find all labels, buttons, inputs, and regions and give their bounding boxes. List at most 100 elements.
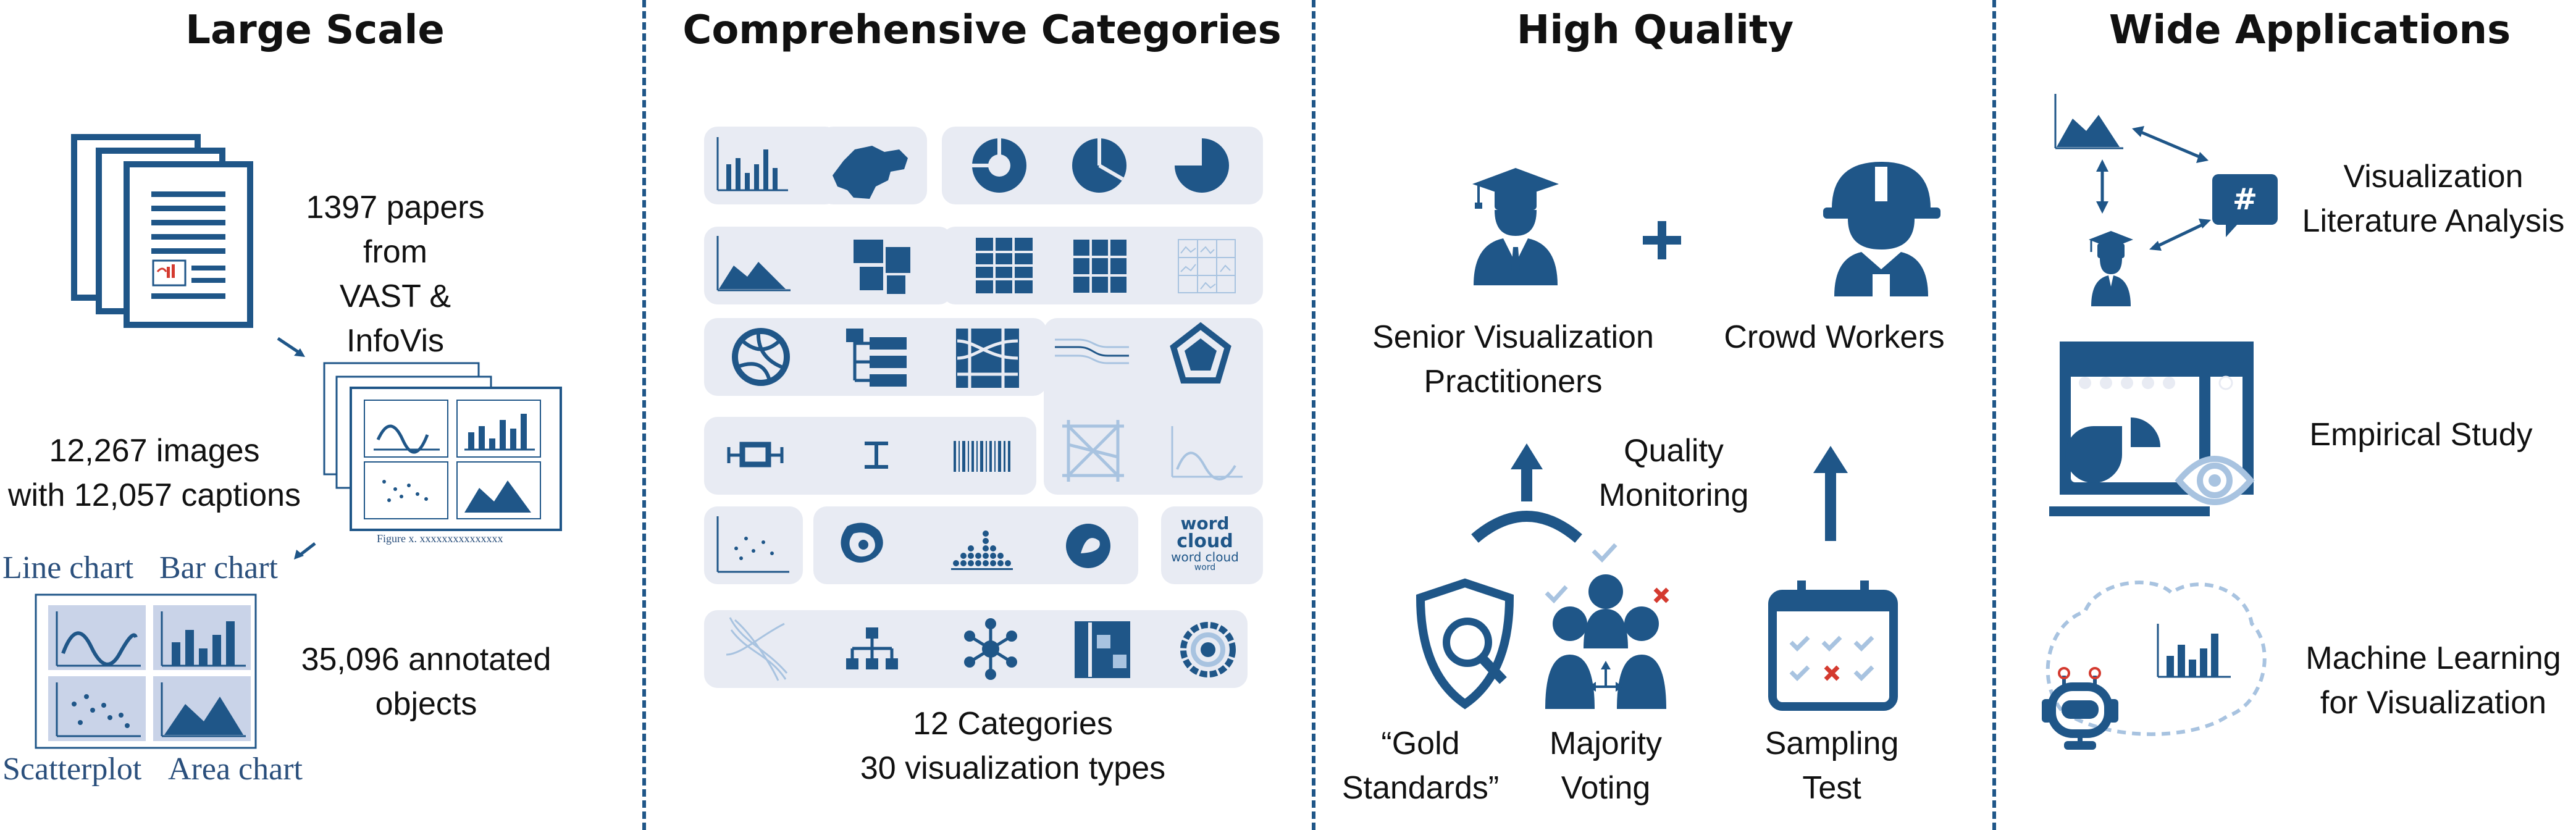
types-count: 30 visualization types xyxy=(860,750,1166,786)
sunburst-icon xyxy=(1180,622,1236,677)
radar-chart-icon xyxy=(1170,322,1231,384)
images-line2: with 12,057 captions xyxy=(7,477,301,513)
flow-map-icon xyxy=(726,617,788,681)
images-line1: 12,267 images xyxy=(49,433,260,469)
crowd-worker-icon xyxy=(1823,162,1940,296)
paper-stack-icon xyxy=(71,134,253,328)
merge-arrow-icon xyxy=(1471,443,1582,543)
word-cloud-word: word cloud xyxy=(1171,550,1239,564)
storyline-icon xyxy=(956,329,1019,388)
scatterplot-icon xyxy=(716,516,789,573)
word-cloud-word: word xyxy=(1194,563,1216,572)
bar-chart-label: Bar chart xyxy=(159,550,279,585)
app1-line2: Literature Analysis xyxy=(2302,203,2565,239)
error-bar-icon xyxy=(865,442,888,469)
app1-line1: Visualization xyxy=(2343,159,2524,195)
app3-line1: Machine Learning xyxy=(2305,640,2561,676)
gold-line1: “Gold xyxy=(1381,726,1460,761)
annotated-text: 35,096 annotated objects xyxy=(290,637,562,726)
area-chart-icon xyxy=(716,236,791,291)
crowd-workers-text: Crowd Workers xyxy=(1724,319,1945,355)
gold-line2: Standards” xyxy=(1341,770,1500,806)
categories-title: Comprehensive Categories xyxy=(682,7,1282,53)
hash-icon: # xyxy=(2232,182,2258,217)
chart-types-panel xyxy=(35,593,257,749)
sampling-test-text: Sampling Test xyxy=(1739,721,1924,810)
contour-icon xyxy=(841,522,883,563)
empirical-study-monitor-icon xyxy=(2049,342,2254,516)
majority-line2: Voting xyxy=(1561,770,1651,806)
table-icon xyxy=(976,238,1033,293)
senior-practitioners-text: Senior Visualization Practitioners xyxy=(1371,315,1655,404)
large-scale-title: Large Scale xyxy=(185,7,445,53)
categories-count: 12 Categories xyxy=(913,706,1113,742)
word-cloud-word: word xyxy=(1180,513,1230,534)
voting-group-icon xyxy=(1545,574,1666,709)
majority-line1: Majority xyxy=(1549,726,1663,761)
chord-diagram-icon xyxy=(732,328,790,386)
word-cloud-icon: word cloud word cloud word xyxy=(1159,515,1251,572)
gold-standards-text: “Gold Standards” xyxy=(1328,721,1513,810)
app3-line2: for Visualization xyxy=(2320,685,2547,721)
senior-line2: Practitioners xyxy=(1424,364,1603,400)
bar-chart-icon xyxy=(716,137,788,191)
literature-analysis-icon xyxy=(2054,94,2278,306)
hierarchy-icon xyxy=(846,627,898,669)
quality-illustration xyxy=(1416,162,1940,711)
check-icon xyxy=(1545,585,1568,604)
calendar-icon xyxy=(1768,581,1898,711)
quality-title: High Quality xyxy=(1516,7,1794,53)
shield-search-icon xyxy=(1416,578,1514,710)
quality-monitoring-text: Quality Monitoring xyxy=(1581,429,1766,518)
categories-illustration xyxy=(704,127,1263,688)
sampling-line2: Test xyxy=(1802,770,1861,806)
monitoring-line1: Quality xyxy=(1624,433,1724,469)
figure-caption: Figure x. xxxxxxxxxxxxxxx xyxy=(377,532,503,545)
ml-cloud-icon xyxy=(2045,581,2267,736)
large-scale-illustration xyxy=(35,134,562,749)
line-chart-icon xyxy=(1171,426,1243,480)
sampling-line1: Sampling xyxy=(1764,726,1899,761)
empirical-study-text: Empirical Study xyxy=(2309,417,2533,453)
monitoring-line2: Monitoring xyxy=(1598,477,1749,513)
section-divider xyxy=(1992,0,1996,830)
small-multiples-icon xyxy=(1178,239,1236,293)
area-chart-label: Area chart xyxy=(168,752,303,787)
category-panels xyxy=(704,127,1263,688)
barcode-icon xyxy=(954,441,1010,472)
papers-line2: VAST & InfoVis xyxy=(339,279,451,359)
papers-line1: 1397 papers from xyxy=(306,190,485,270)
pie-chart-icon xyxy=(1175,138,1229,193)
line-chart-label: Line chart xyxy=(2,550,134,585)
section-divider xyxy=(1312,0,1315,830)
annotated-line1: 35,096 annotated xyxy=(301,642,552,677)
arrow-icon xyxy=(298,542,316,557)
majority-voting-text: Majority Voting xyxy=(1513,721,1698,810)
ml-for-vis-text: Machine Learning for Visualization xyxy=(2285,636,2576,725)
literature-analysis-text: Visualization Literature Analysis xyxy=(2285,154,2576,243)
matrix-icon xyxy=(1075,621,1130,678)
categories-summary: 12 Categories 30 visualization types xyxy=(766,702,1260,790)
sankey-icon xyxy=(1055,338,1129,364)
cross-icon xyxy=(1653,587,1669,603)
pie-chart-icon xyxy=(1072,138,1126,193)
senior-line1: Senior Visualization xyxy=(1372,319,1654,355)
network-icon xyxy=(964,618,1017,680)
map-icon xyxy=(833,146,908,199)
eye-icon xyxy=(2175,456,2255,505)
section-divider xyxy=(642,0,646,830)
annotated-line2: objects xyxy=(375,686,477,722)
graduate-icon xyxy=(1472,168,1559,285)
robot-icon xyxy=(2042,667,2118,750)
grid-icon xyxy=(1073,240,1126,293)
word-cloud-word: cloud xyxy=(1177,530,1233,552)
figure-stack-icon xyxy=(323,362,562,531)
arrow-icon xyxy=(277,337,301,355)
dot-histogram-icon xyxy=(951,530,1013,570)
plus-icon xyxy=(1643,221,1681,259)
applications-illustration xyxy=(2042,94,2278,750)
donut-icon xyxy=(972,137,1026,193)
glyph-icon xyxy=(1066,524,1110,568)
scatterplot-label: Scatterplot xyxy=(2,752,142,787)
